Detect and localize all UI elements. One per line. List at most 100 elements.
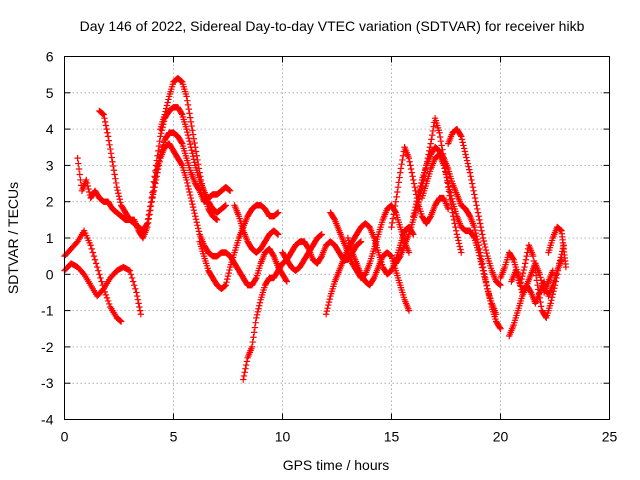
data-point-marker [184, 182, 192, 190]
data-point-marker [477, 223, 485, 231]
data-point-marker [100, 111, 107, 118]
data-point-marker [178, 78, 185, 85]
data-point-marker [185, 105, 192, 113]
data-point-marker [222, 202, 230, 209]
data-point-marker [394, 183, 402, 191]
data-point-marker [397, 169, 404, 176]
data-point-marker [104, 297, 112, 305]
data-point-marker [426, 214, 434, 221]
data-point-marker [98, 278, 105, 285]
data-point-marker [189, 203, 197, 211]
data-point-marker [186, 138, 193, 145]
data-point-marker [410, 180, 418, 187]
data-point-marker [474, 209, 482, 216]
data-point-marker [413, 197, 421, 205]
data-point-marker [161, 111, 168, 118]
data-point-marker [472, 198, 479, 205]
data-point-marker [195, 165, 203, 172]
y-axis: -4 -3 -2 -1 0 1 2 3 4 5 6 [41, 49, 610, 428]
data-point-marker [410, 209, 418, 217]
data-point-marker [163, 102, 171, 109]
data-point-marker [154, 169, 161, 176]
data-point-marker [226, 187, 234, 195]
data-point-marker [458, 136, 466, 143]
data-point-marker [519, 269, 527, 277]
data-point-marker [470, 233, 477, 240]
y-tick-label: -2 [41, 339, 54, 355]
data-point-marker [101, 118, 109, 126]
data-point-marker [553, 271, 561, 278]
data-point-marker [520, 266, 527, 274]
data-point-marker [460, 142, 467, 149]
data-point-marker [153, 173, 160, 180]
data-point-marker [189, 200, 196, 208]
data-point-marker [455, 237, 462, 244]
data-point-marker [557, 254, 565, 261]
data-point-marker [391, 202, 399, 210]
data-point-marker [106, 141, 113, 149]
data-point-marker [113, 183, 121, 191]
data-point-marker [251, 324, 259, 331]
data-point-marker [550, 288, 557, 295]
data-point-marker [116, 317, 123, 324]
data-point-marker [129, 278, 137, 285]
data-point-marker [189, 131, 197, 138]
data-point-marker [186, 110, 193, 117]
data-point-marker [393, 193, 400, 201]
data-point-marker [92, 260, 100, 267]
data-point-marker [458, 133, 465, 140]
data-point-marker [133, 292, 141, 300]
data-point-marker [530, 252, 537, 260]
data-point-marker [551, 285, 558, 292]
data-point-marker [326, 295, 333, 303]
data-point-marker [483, 249, 490, 257]
data-point-marker [428, 131, 436, 139]
series-arc-6 [157, 75, 221, 224]
data-point-marker [457, 246, 464, 253]
data-point-marker [187, 191, 194, 199]
data-point-marker [274, 209, 282, 216]
x-tick-label: 25 [602, 429, 618, 445]
data-point-marker [407, 162, 414, 169]
data-point-marker [158, 127, 166, 134]
y-tick-label: 6 [46, 49, 54, 65]
data-point-marker [396, 174, 403, 181]
data-point-marker [474, 205, 481, 213]
data-point-marker [240, 376, 247, 383]
data-point-marker [254, 308, 261, 316]
data-point-marker [253, 314, 260, 322]
data-point-marker [452, 227, 460, 234]
data-point-marker [74, 154, 81, 162]
data-point-marker [447, 189, 454, 196]
data-point-marker [225, 186, 232, 193]
data-point-marker [476, 255, 484, 262]
data-point-marker [462, 151, 469, 158]
data-point-marker [471, 191, 478, 198]
data-point-marker [497, 281, 504, 289]
data-point-marker [147, 203, 154, 210]
data-point-marker [530, 257, 538, 265]
data-point-marker [77, 176, 84, 184]
data-point-marker [522, 256, 530, 263]
data-point-marker [96, 271, 103, 278]
data-point-marker [405, 154, 413, 162]
data-point-marker [554, 267, 562, 274]
data-point-marker [178, 139, 185, 146]
data-point-marker [537, 303, 545, 310]
data-point-marker [470, 187, 477, 195]
data-point-marker [317, 231, 325, 239]
data-point-marker [213, 216, 221, 224]
data-point-marker [481, 240, 488, 248]
data-point-marker [137, 311, 144, 318]
data-point-marker [185, 134, 192, 142]
series-arc-4 [96, 104, 230, 234]
data-point-marker [189, 127, 196, 134]
data-point-marker [242, 361, 250, 369]
data-point-marker [222, 281, 230, 289]
data-point-marker [109, 162, 117, 170]
data-point-marker [108, 154, 115, 161]
data-point-marker [537, 298, 544, 306]
data-point-marker [269, 251, 277, 259]
data-point-marker [178, 110, 185, 117]
data-point-marker [184, 131, 192, 139]
